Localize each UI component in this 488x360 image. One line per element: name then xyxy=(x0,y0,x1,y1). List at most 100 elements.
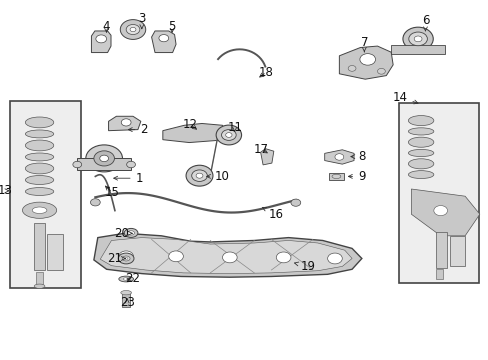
Text: 6: 6 xyxy=(421,14,428,31)
Bar xyxy=(36,272,43,284)
Ellipse shape xyxy=(123,278,129,280)
Circle shape xyxy=(222,252,237,263)
Polygon shape xyxy=(94,233,361,277)
Ellipse shape xyxy=(25,188,54,195)
Ellipse shape xyxy=(126,161,135,168)
Text: 23: 23 xyxy=(120,296,134,309)
Ellipse shape xyxy=(22,202,57,218)
Ellipse shape xyxy=(159,35,168,42)
Ellipse shape xyxy=(25,117,54,128)
Ellipse shape xyxy=(119,276,133,282)
Polygon shape xyxy=(339,46,392,79)
Circle shape xyxy=(327,253,342,264)
Ellipse shape xyxy=(124,229,138,238)
Ellipse shape xyxy=(191,170,207,181)
Ellipse shape xyxy=(34,284,45,288)
Ellipse shape xyxy=(73,161,81,168)
Ellipse shape xyxy=(32,207,47,213)
Ellipse shape xyxy=(85,145,122,172)
Text: 19: 19 xyxy=(294,260,315,273)
Ellipse shape xyxy=(402,27,432,50)
Ellipse shape xyxy=(359,54,375,65)
Text: 3: 3 xyxy=(138,12,145,28)
Bar xyxy=(449,236,464,266)
Ellipse shape xyxy=(124,257,127,260)
Bar xyxy=(390,45,444,54)
Ellipse shape xyxy=(377,68,385,74)
Circle shape xyxy=(168,251,183,262)
Ellipse shape xyxy=(225,132,231,137)
Text: 2: 2 xyxy=(128,123,148,136)
Circle shape xyxy=(290,199,300,206)
Text: 13: 13 xyxy=(0,184,12,197)
Ellipse shape xyxy=(407,128,433,135)
Ellipse shape xyxy=(126,24,140,35)
Text: 15: 15 xyxy=(105,186,120,199)
Ellipse shape xyxy=(94,151,114,166)
Text: 21: 21 xyxy=(107,252,125,265)
Ellipse shape xyxy=(120,19,145,39)
Ellipse shape xyxy=(121,119,131,126)
Ellipse shape xyxy=(334,154,343,160)
Ellipse shape xyxy=(25,176,54,185)
Text: 10: 10 xyxy=(206,170,229,183)
Polygon shape xyxy=(324,150,353,164)
Ellipse shape xyxy=(407,116,433,126)
Ellipse shape xyxy=(25,163,54,174)
Text: 11: 11 xyxy=(227,121,242,134)
Bar xyxy=(398,103,478,283)
Bar xyxy=(435,269,442,279)
Ellipse shape xyxy=(347,66,355,71)
Polygon shape xyxy=(151,31,176,53)
Bar xyxy=(34,223,45,270)
Ellipse shape xyxy=(407,137,433,147)
Text: 18: 18 xyxy=(259,66,273,78)
Text: 7: 7 xyxy=(360,36,367,52)
Text: 1: 1 xyxy=(114,172,143,185)
Ellipse shape xyxy=(127,231,134,235)
Text: 12: 12 xyxy=(182,118,197,131)
Bar xyxy=(10,101,81,288)
Text: 4: 4 xyxy=(102,21,110,33)
Ellipse shape xyxy=(407,149,433,157)
Polygon shape xyxy=(108,116,141,131)
Ellipse shape xyxy=(331,174,340,179)
Ellipse shape xyxy=(96,35,106,43)
Ellipse shape xyxy=(433,206,447,216)
Polygon shape xyxy=(163,123,226,143)
Bar xyxy=(47,234,62,270)
Bar xyxy=(435,232,446,268)
Ellipse shape xyxy=(408,32,427,46)
Text: 16: 16 xyxy=(262,207,283,221)
Ellipse shape xyxy=(100,155,108,162)
Text: 20: 20 xyxy=(114,227,132,240)
Polygon shape xyxy=(100,238,351,274)
Text: 17: 17 xyxy=(254,143,268,156)
Ellipse shape xyxy=(221,130,236,140)
Ellipse shape xyxy=(25,140,54,151)
Ellipse shape xyxy=(216,125,241,145)
Text: 22: 22 xyxy=(125,273,140,285)
Ellipse shape xyxy=(25,153,54,161)
Circle shape xyxy=(119,251,133,262)
Ellipse shape xyxy=(185,165,212,186)
Ellipse shape xyxy=(122,256,130,261)
Bar xyxy=(77,158,131,170)
Circle shape xyxy=(90,199,100,206)
Polygon shape xyxy=(210,133,218,177)
Text: 9: 9 xyxy=(348,170,365,183)
Ellipse shape xyxy=(407,159,433,169)
Ellipse shape xyxy=(121,291,131,295)
Text: 8: 8 xyxy=(350,150,365,163)
Bar xyxy=(328,173,343,180)
Polygon shape xyxy=(410,189,479,236)
Text: 14: 14 xyxy=(392,91,417,104)
Ellipse shape xyxy=(118,253,134,264)
Polygon shape xyxy=(260,149,273,165)
Ellipse shape xyxy=(413,36,421,42)
Ellipse shape xyxy=(196,173,203,178)
Bar xyxy=(122,293,130,307)
Polygon shape xyxy=(91,31,111,53)
Text: 5: 5 xyxy=(168,21,176,33)
Circle shape xyxy=(276,252,290,263)
